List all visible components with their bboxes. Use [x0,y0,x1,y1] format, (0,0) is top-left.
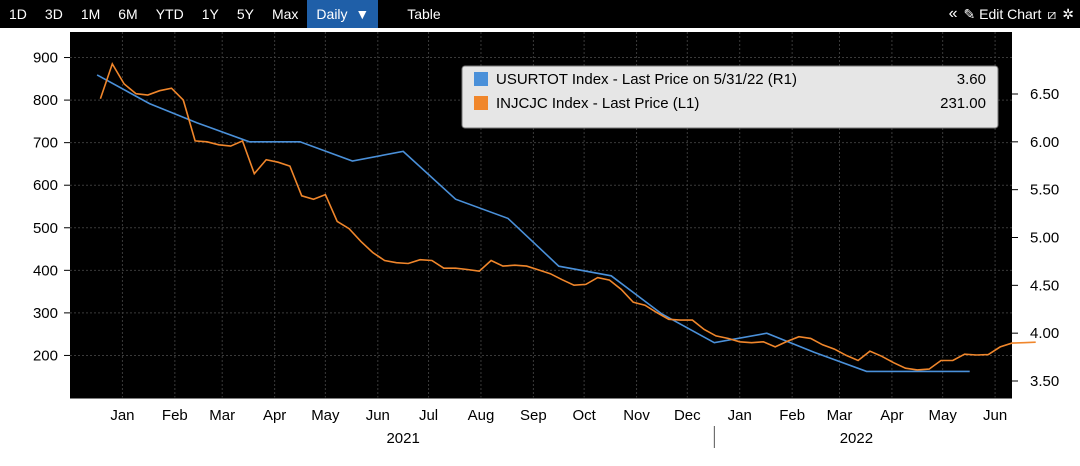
range-button-ytd[interactable]: YTD [155,6,184,22]
series-line-injcjc [99,61,1036,371]
gear-icon[interactable]: ✲ [1062,6,1074,22]
chart-area: 200 300 400 500 600 700 800 900 3.50 4.00 4.50 5.00… [0,28,1080,461]
double-chevron-left-icon[interactable]: « [948,5,958,22]
y-right-tick-label: 5.50 [1030,182,1059,199]
legend-swatch [474,72,488,86]
range-button-max[interactable]: Max [271,6,299,22]
y-right-tick-label: 4.50 [1030,277,1059,294]
x-tick-label: Jun [983,407,1007,424]
x-tick-label: Apr [263,407,286,424]
x-tick-label: May [311,407,340,424]
y-left-tick-label: 800 [33,92,58,109]
legend: USURTOT Index - Last Price on 5/31/22 (R… [461,65,999,129]
range-button-group: 1D 3D 1M 6M YTD 1Y 5Y Max [0,0,307,28]
line-chart: 200 300 400 500 600 700 800 900 3.50 4.00 4.50 5.00… [33,32,1059,448]
triangle-down-icon: ▼ [351,6,370,22]
series-layer [96,61,1036,373]
frequency-label: Daily [316,6,348,22]
y-right-tick-label: 4.00 [1030,325,1059,342]
x-tick-label: Sep [520,407,547,424]
axes: 200 300 400 500 600 700 800 900 3.50 4.00 4.50 5.00… [33,50,1059,448]
y-left-tick-label: 400 [33,262,58,279]
legend-series-value: 231.00 [940,95,986,112]
y-left-tick-label: 300 [33,305,58,322]
chart-toolbar: 1D 3D 1M 6M YTD 1Y 5Y Max Daily ▼ Table « ✎ Edi… [0,0,1080,28]
range-button-3d[interactable]: 3D [44,6,63,22]
range-button-1y[interactable]: 1Y [201,6,219,22]
x-tick-label: Feb [779,407,805,424]
y-left-tick-label: 900 [33,50,58,67]
y-left-tick-label: 600 [33,177,58,194]
annotate-icon[interactable]: ⧄ [1047,6,1057,22]
legend-box [461,65,999,129]
legend-series-value: 3.60 [957,71,986,88]
x-tick-label: Apr [880,407,903,424]
x-tick-label: Jan [728,407,752,424]
x-tick-label: Jan [110,407,134,424]
legend-series-name: INJCJC Index - Last Price (L1) [496,95,699,112]
x-tick-label: Oct [572,407,596,424]
x-tick-label: Nov [623,407,650,424]
y-right-tick-label: 5.00 [1030,230,1059,247]
y-left-tick-label: 200 [33,347,58,364]
y-left-tick-label: 700 [33,135,58,152]
range-button-5y[interactable]: 5Y [236,6,254,22]
frequency-dropdown[interactable]: Daily ▼ [307,0,379,28]
x-tick-label: Aug [468,407,495,424]
x-tick-label: Jun [366,407,390,424]
y-right-tick-label: 3.50 [1030,373,1059,390]
y-right-tick-label: 6.50 [1030,86,1059,103]
series-line-usurtot [96,74,970,373]
x-tick-label: Dec [674,407,701,424]
x-year-label: 2022 [840,430,873,447]
edit-chart-label: Edit Chart [979,6,1042,22]
x-year-label: 2021 [386,430,419,447]
table-button[interactable]: Table [407,6,441,22]
x-tick-label: May [928,407,957,424]
y-right-tick-label: 6.00 [1030,134,1059,151]
range-button-1m[interactable]: 1M [80,6,101,22]
pencil-icon: ✎ [963,6,976,22]
range-button-1d[interactable]: 1D [9,6,27,22]
x-tick-label: Mar [209,407,235,424]
range-button-6m[interactable]: 6M [118,6,138,22]
x-tick-label: Jul [419,407,438,424]
toolbar-right: « ✎ Edit Chart ⧄ ✲ [949,0,1074,28]
y-left-tick-label: 500 [33,220,58,237]
x-tick-label: Mar [827,407,853,424]
x-tick-label: Feb [162,407,188,424]
legend-series-name: USURTOT Index - Last Price on 5/31/22 (R… [496,71,797,88]
edit-chart-button[interactable]: ✎ Edit Chart [963,0,1041,28]
legend-swatch [474,96,488,110]
